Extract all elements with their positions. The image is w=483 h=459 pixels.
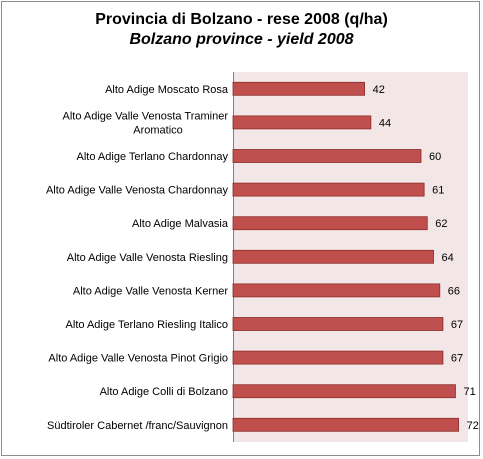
chart-title: Provincia di Bolzano - rese 2008 (q/ha) (95, 11, 388, 28)
category-label: Alto Adige Valle Venosta Traminer (62, 110, 228, 122)
value-labels-group: 42 44 60 61 62 64 66 67 67 71 72 (373, 84, 479, 432)
data-label: 61 (432, 185, 444, 197)
data-label: 67 (451, 319, 463, 331)
category-label: Südtiroler Cabernet /franc/Sauvignon (47, 420, 228, 432)
bar (232, 149, 422, 163)
bar (232, 350, 444, 365)
chart-subtitle: Bolzano province - yield 2008 (129, 31, 354, 48)
data-label: 60 (429, 151, 441, 163)
bar (232, 115, 372, 130)
category-label: Alto Adige Colli di Bolzano (100, 386, 228, 398)
data-label: 66 (448, 285, 460, 297)
bar (232, 182, 425, 197)
data-label: 42 (373, 84, 385, 96)
data-label: 67 (451, 353, 463, 365)
data-label: 71 (463, 386, 475, 398)
category-label: Alto Adige Malvasia (132, 218, 229, 230)
bar (232, 216, 428, 231)
category-label: Alto Adige Valle Venosta Kerner (73, 285, 228, 297)
bar (232, 417, 460, 432)
bar (232, 283, 441, 298)
category-label: Alto Adige Terlano Riesling Italico (66, 319, 228, 331)
data-label: 72 (467, 420, 479, 432)
bar (232, 384, 456, 399)
data-label: 44 (379, 117, 391, 129)
category-label: Alto Adige Moscato Rosa (105, 84, 229, 96)
data-label: 62 (435, 218, 447, 230)
category-label: Alto Adige Terlano Chardonnay (77, 151, 229, 163)
bars-group (232, 81, 460, 432)
category-labels-group: Alto Adige Moscato Rosa Alto Adige Valle … (46, 84, 229, 432)
bar (232, 317, 444, 331)
bar (232, 81, 366, 96)
category-label: Alto Adige Valle Venosta Riesling (67, 252, 228, 264)
category-label: Aromatico (133, 124, 183, 136)
category-label: Alto Adige Valle Venosta Pinot Grigio (48, 353, 228, 365)
category-label: Alto Adige Valle Venosta Chardonnay (46, 185, 229, 197)
title-block: Provincia di Bolzano - rese 2008 (q/ha) … (0, 10, 483, 50)
data-label: 64 (442, 252, 454, 264)
bar (232, 249, 434, 264)
